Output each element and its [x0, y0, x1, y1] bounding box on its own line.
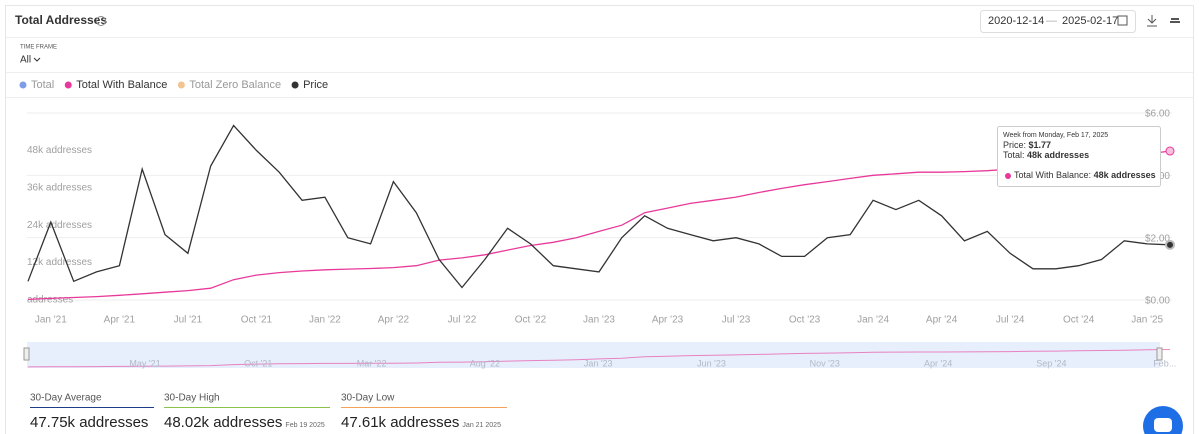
x-tick-label: Jan '21 [35, 315, 67, 326]
title: Total Addresses [15, 13, 107, 27]
x-tick-label: Jan '24 [857, 315, 889, 326]
y-tick-label: 36k addresses [27, 182, 92, 193]
y-tick-label: addresses [27, 295, 73, 306]
navigator-handle[interactable] [23, 347, 30, 361]
dropdown-icon[interactable] [33, 57, 41, 62]
y2-tick-label: $0.00 [1145, 296, 1170, 307]
navigator-label: May '21 [129, 358, 160, 368]
x-tick-label: Apr '22 [378, 315, 410, 326]
time-frame-label: TIME FRAME [20, 45, 57, 51]
y-tick-label: 48k addresses [27, 145, 92, 156]
navigator-label: Nov '23 [810, 358, 840, 368]
navigator-label: Sep '24 [1036, 358, 1066, 368]
y-tick-label: 12k addresses [27, 257, 92, 268]
help-icon[interactable] [96, 16, 106, 26]
x-tick-label: Apr '21 [104, 315, 136, 326]
tooltip-series: Total With Balance: 48k addresses [1014, 170, 1156, 180]
x-tick-label: Apr '24 [926, 315, 958, 326]
x-tick-label: Jul '21 [174, 315, 203, 326]
tooltip-total: Total: 48k addresses [1003, 150, 1089, 160]
y-tick-label: 24k addresses [27, 220, 92, 231]
series-line [27, 124, 1171, 289]
tooltip-series-label: Total With Balance: [1014, 170, 1091, 180]
plot-area [27, 124, 1175, 301]
x-tick-label: Oct '21 [241, 315, 273, 326]
stat-date: Jan 21 2025 [462, 422, 501, 429]
navigator-label: Oct '21 [244, 358, 272, 368]
stat-label: 30-Day High [164, 393, 220, 404]
tooltip-price-label: Price: [1003, 140, 1026, 150]
legend: Total Total With Balance Total Zero Balanc… [19, 79, 328, 91]
x-tick-label: Jan '25 [1131, 315, 1163, 326]
date-from[interactable]: 2020-12-14 [988, 15, 1044, 27]
legend-label[interactable]: Total Zero Balance [189, 79, 281, 91]
stat-value: 47.75k addresses [30, 414, 148, 431]
x-tick-label: Oct '24 [1063, 315, 1095, 326]
card [5, 5, 1194, 434]
x-tick-label: Jan '22 [309, 315, 341, 326]
x-tick-label: Apr '23 [652, 315, 684, 326]
x-tick-label: Jan '23 [583, 315, 615, 326]
legend-marker [291, 81, 299, 89]
legend-label[interactable]: Total With Balance [76, 79, 167, 91]
link-icon[interactable] [1170, 18, 1180, 23]
date-to[interactable]: 2025-02-17 [1062, 15, 1118, 27]
navigator-handle[interactable] [1156, 347, 1163, 361]
tooltip: Week from Monday, Feb 17, 2025 Price: $1… [997, 126, 1161, 187]
chat-icon [1154, 418, 1172, 432]
stat-label: 30-Day Average [30, 393, 102, 404]
tooltip-total-label: Total: [1003, 150, 1025, 160]
legend-label[interactable]: Price [303, 79, 328, 91]
legend-marker [177, 81, 185, 89]
tooltip-series-value: 48k addresses [1094, 170, 1156, 180]
legend-marker [19, 81, 27, 89]
end-marker [1167, 241, 1173, 248]
legend-marker [64, 81, 72, 89]
navigator-label: Jun '23 [697, 358, 726, 368]
navigator[interactable] [27, 342, 1160, 368]
navigator-label: Jan '23 [584, 358, 613, 368]
stat-value: 48.02k addresses [164, 414, 282, 431]
x-tick-label: Jul '24 [996, 315, 1025, 326]
navigator-label: Feb... [1153, 358, 1176, 368]
y2-tick-label: $2.00 [1145, 233, 1170, 244]
tooltip-total-value: 48k addresses [1027, 150, 1089, 160]
navigator-label: Mar '22 [357, 358, 387, 368]
series-line [27, 349, 1171, 368]
legend-label[interactable]: Total [31, 79, 54, 91]
date-picker[interactable] [980, 10, 1136, 33]
series-line [27, 150, 1171, 301]
navigator-label: Aug '22 [470, 358, 500, 368]
tooltip-title: Week from Monday, Feb 17, 2025 [1003, 132, 1108, 139]
navigator-content: May '21 Oct '21 Mar '22 Aug '22 Jan '23 Jun '… [27, 349, 1176, 368]
tooltip-marker [1005, 173, 1011, 179]
navigator-label: Apr '24 [924, 358, 952, 368]
date-separator: — [1046, 15, 1057, 27]
x-tick-label: Oct '23 [789, 315, 821, 326]
y2-tick-label: $6.00 [1145, 109, 1170, 120]
stat-label: 30-Day Low [341, 393, 395, 404]
time-frame-value[interactable]: All [20, 55, 31, 66]
tooltip-price-value: $1.77 [1029, 140, 1052, 150]
download-icon[interactable] [1147, 15, 1157, 27]
x-tick-label: Jul '23 [722, 315, 751, 326]
stat-value: 47.61k addresses [341, 414, 459, 431]
end-marker [1165, 146, 1175, 156]
x-tick-label: Jul '22 [448, 315, 477, 326]
stat-date: Feb 19 2025 [285, 422, 324, 429]
calendar-icon[interactable] [1117, 15, 1128, 26]
tooltip-price: Price: $1.77 [1003, 140, 1051, 150]
x-tick-label: Oct '22 [515, 315, 547, 326]
stats: 30-Day Average 47.75k addresses 30-Day Hig… [30, 393, 507, 431]
